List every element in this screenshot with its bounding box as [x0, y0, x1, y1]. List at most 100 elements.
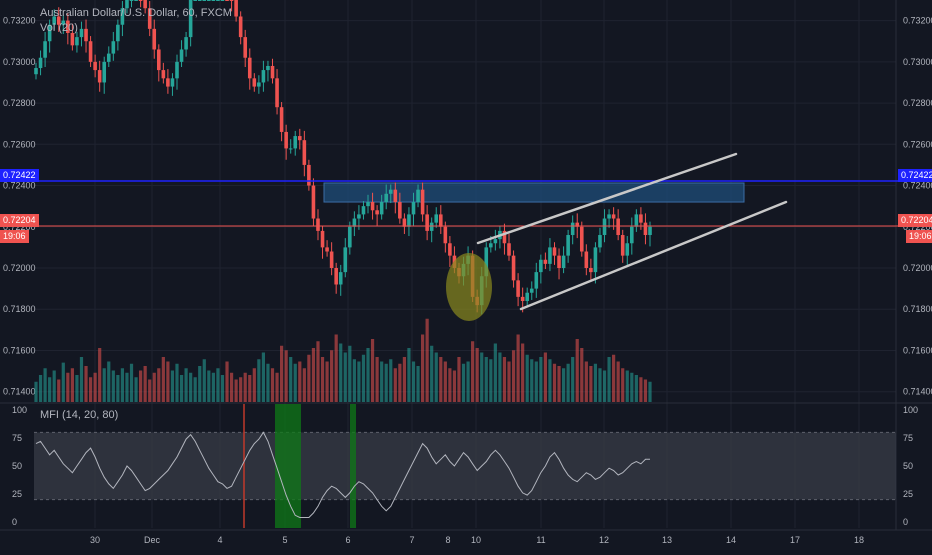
- volume-bar: [452, 370, 457, 402]
- candle-body: [384, 193, 389, 203]
- candle-body: [634, 214, 639, 227]
- candle-body: [607, 214, 611, 219]
- candle-body: [275, 78, 279, 108]
- volume-bar: [48, 377, 52, 402]
- volume-bar: [198, 366, 202, 402]
- volume-bar: [75, 375, 79, 402]
- volume-bar: [129, 363, 134, 402]
- volume-bar: [298, 361, 302, 402]
- candle-body: [257, 82, 261, 87]
- mfi-tick-label-left: 100: [12, 405, 27, 415]
- candle-body: [379, 202, 384, 215]
- candle-body: [170, 78, 175, 87]
- price-tick-label-left: 0.71600: [3, 345, 36, 355]
- candle-body: [425, 214, 429, 231]
- candle-body: [557, 255, 561, 268]
- price-tick-label-left: 0.71800: [3, 304, 36, 314]
- candle-body: [106, 53, 111, 62]
- candle-body: [338, 272, 343, 285]
- candle-body: [375, 210, 379, 215]
- candle-body: [120, 8, 125, 25]
- candle-body: [307, 164, 311, 186]
- volume-bar: [84, 366, 88, 402]
- candle-body: [511, 255, 516, 281]
- candle-body: [420, 189, 425, 215]
- volume-bar: [234, 379, 238, 402]
- channel-lower-trendline: [519, 200, 788, 311]
- volume-bar: [534, 361, 538, 402]
- mfi-tick-label-right: 50: [903, 461, 913, 471]
- candle-body: [43, 41, 47, 58]
- volume-bar: [257, 359, 261, 402]
- price-tick-label-left: 0.72000: [3, 263, 36, 273]
- candle-body: [38, 57, 43, 69]
- candle-body: [639, 214, 643, 223]
- candle-body: [620, 235, 625, 256]
- volume-bar: [471, 341, 475, 402]
- candle-body: [566, 235, 570, 256]
- countdown-tag-left: 19:06: [0, 230, 29, 243]
- candle-body: [93, 61, 97, 71]
- volume-bar: [643, 379, 648, 402]
- volume-bar: [161, 357, 165, 402]
- time-tick-label: 6: [345, 535, 350, 545]
- volume-bar: [352, 359, 356, 402]
- volume-bar: [139, 370, 143, 402]
- candle-body: [366, 202, 370, 207]
- volume-bar: [480, 352, 484, 402]
- volume-bar: [193, 377, 197, 402]
- price-tick-label-left: 0.72800: [3, 98, 36, 108]
- candle-body: [611, 214, 616, 219]
- volume-bar: [320, 357, 325, 402]
- time-tick-label: 4: [217, 535, 222, 545]
- volume-bar: [443, 361, 447, 402]
- volume-bar: [584, 361, 588, 402]
- volume-bar: [157, 368, 161, 402]
- volume-bar: [179, 375, 184, 402]
- candle-body: [288, 148, 293, 150]
- candle-body: [548, 247, 552, 264]
- volume-bar: [284, 350, 288, 402]
- volume-bar: [239, 377, 243, 402]
- candle-body: [357, 214, 361, 219]
- volume-bar: [220, 375, 225, 402]
- volume-bar: [607, 357, 611, 402]
- volume-bar: [102, 368, 106, 402]
- volume-bar: [416, 366, 420, 402]
- volume-bar: [361, 354, 366, 402]
- volume-indicator-label[interactable]: Vol (20): [40, 22, 78, 34]
- candle-body: [334, 268, 338, 285]
- candle-body: [161, 70, 166, 79]
- candle-body: [61, 20, 66, 25]
- mfi-indicator-label[interactable]: MFI (14, 20, 80): [40, 409, 119, 421]
- candle-body: [561, 255, 566, 268]
- volume-bar: [229, 372, 234, 402]
- mfi-tick-label-left: 50: [12, 461, 22, 471]
- volume-bar: [407, 348, 411, 402]
- candle-body: [429, 222, 434, 231]
- candle-body: [197, 0, 202, 1]
- volume-bar: [475, 348, 479, 402]
- price-tick-label-left: 0.73000: [3, 57, 36, 67]
- candle-body: [534, 272, 539, 289]
- time-tick-label: 12: [599, 535, 609, 545]
- candle-body: [393, 189, 398, 203]
- volume-bar: [484, 357, 488, 402]
- volume-bar: [116, 375, 120, 402]
- volume-bar: [430, 345, 434, 402]
- candle-body: [34, 68, 38, 75]
- time-tick-label: Dec: [144, 535, 161, 545]
- volume-bar: [448, 368, 452, 402]
- candle-body: [297, 136, 302, 141]
- candle-body: [238, 16, 243, 38]
- candle-body: [216, 0, 220, 1]
- volume-bar: [593, 363, 598, 402]
- candle-body: [225, 0, 229, 1]
- price-tick-label-left: 0.72400: [3, 181, 36, 191]
- price-tick-label-right: 0.71600: [903, 345, 932, 355]
- time-tick-label: 11: [536, 535, 545, 545]
- volume-bar: [79, 357, 84, 402]
- candle-body: [152, 28, 157, 50]
